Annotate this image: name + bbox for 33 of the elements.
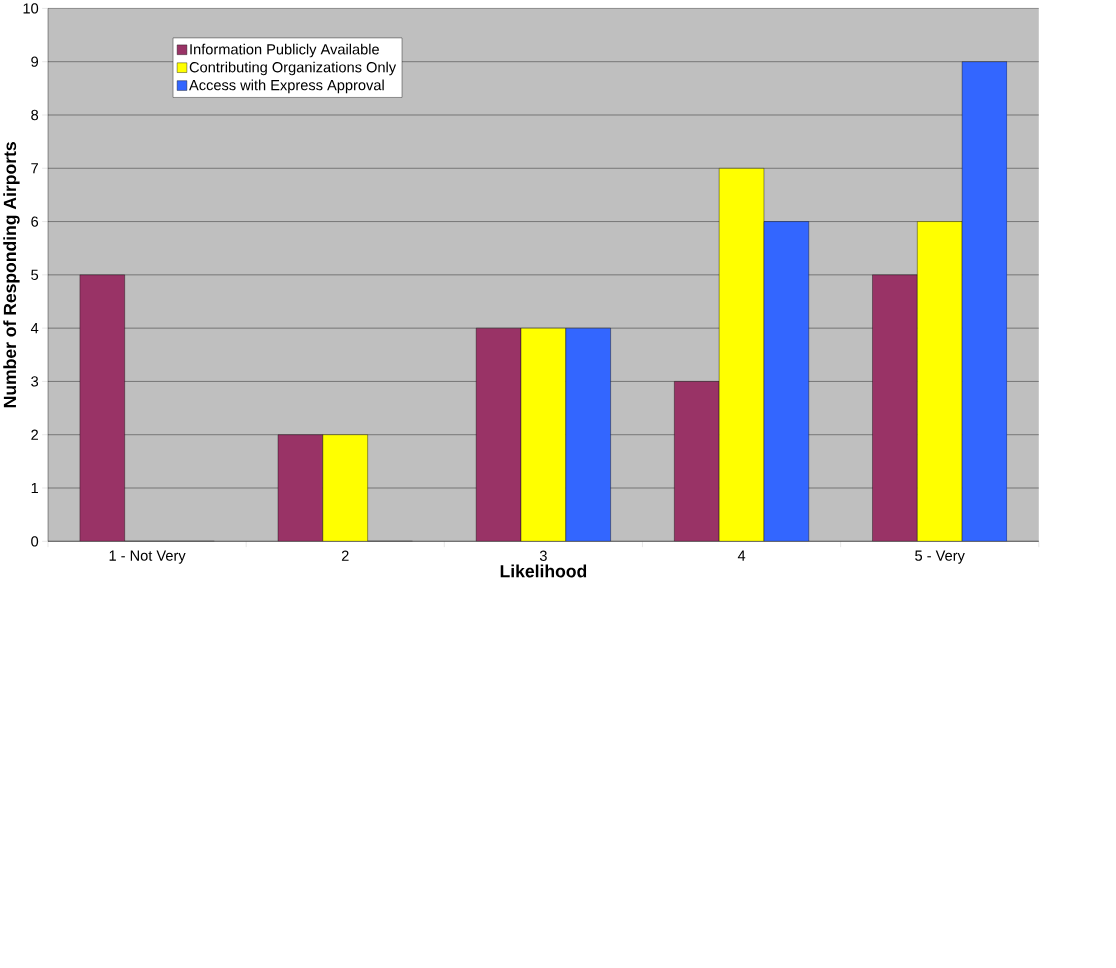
x-axis-title: Likelihood bbox=[500, 564, 587, 578]
y-tick-label: 9 bbox=[31, 56, 39, 68]
y-tick-label: 4 bbox=[30, 323, 39, 334]
y-tick-label: 8 bbox=[31, 110, 39, 121]
x-tick-label: 2 bbox=[341, 550, 349, 561]
bar bbox=[520, 328, 566, 542]
x-tick-label: 3 bbox=[539, 550, 547, 562]
legend-label: Information Publicly Available bbox=[190, 43, 379, 58]
bar bbox=[322, 434, 368, 542]
bar bbox=[872, 274, 918, 542]
bar bbox=[475, 328, 522, 542]
y-tick-label: 7 bbox=[31, 163, 38, 174]
bar bbox=[79, 274, 125, 542]
bar bbox=[277, 434, 324, 542]
y-tick-label: 1 bbox=[31, 483, 38, 494]
legend-label: Access with Express Approval bbox=[189, 79, 384, 94]
y-tick-label: 2 bbox=[31, 429, 38, 441]
y-tick-label: 5 bbox=[31, 269, 39, 281]
x-tick-label: 5 - Very bbox=[915, 550, 965, 564]
bar bbox=[674, 381, 720, 542]
x-tick-label: 4 bbox=[737, 550, 746, 561]
bar bbox=[718, 168, 765, 542]
x-tick-label: 1 - Not Very bbox=[109, 550, 186, 564]
legend-label: Contributing Organizations Only bbox=[189, 61, 397, 76]
y-tick-label: 10 bbox=[23, 3, 39, 14]
bar bbox=[961, 61, 1008, 542]
y-tick-label: 6 bbox=[31, 216, 39, 227]
y-axis-title: Number of Responding Airports bbox=[3, 142, 20, 408]
bar bbox=[763, 221, 809, 542]
y-tick-label: 0 bbox=[31, 536, 39, 547]
y-tick-label: 3 bbox=[31, 376, 39, 387]
bar bbox=[565, 328, 611, 542]
bar bbox=[917, 221, 963, 542]
